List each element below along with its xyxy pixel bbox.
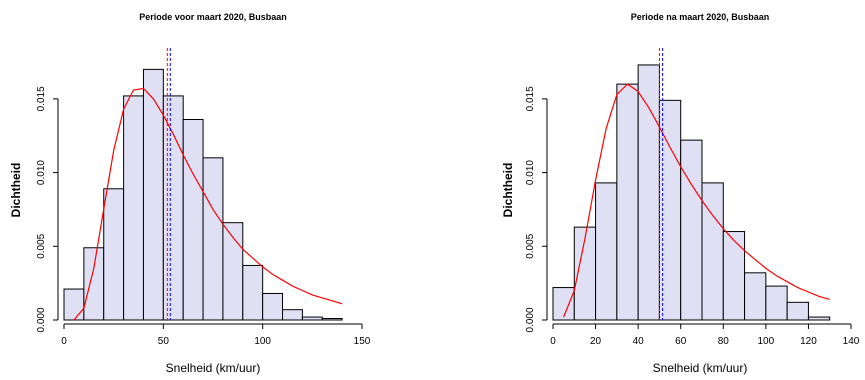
x-tick-label: 0 [550, 336, 556, 347]
histogram-bar [595, 182, 618, 321]
histogram-bar [722, 231, 746, 321]
y-tick-label: 0.005 [525, 233, 536, 258]
density-curve [73, 87, 343, 321]
histogram-bar [83, 247, 105, 321]
density-curve [563, 83, 830, 318]
histogram-bar [765, 285, 788, 321]
histogram-bar [616, 83, 639, 321]
histogram-bars [63, 68, 343, 321]
x-tick-label: 50 [158, 336, 170, 347]
x-tick-label: 140 [843, 336, 860, 347]
chart-title: Periode voor maart 2020, Busbaan [139, 12, 287, 22]
histogram-bar [786, 301, 809, 321]
histogram-bar [637, 64, 660, 321]
histogram-bar [282, 309, 303, 321]
histogram-bar [301, 316, 323, 321]
x-axis-label: Snelheid (km/uur) [166, 361, 261, 375]
histogram-bar [182, 118, 204, 321]
y-tick-label: 0.010 [36, 160, 47, 185]
y-tick-label: 0.000 [525, 307, 536, 332]
chart-title: Periode na maart 2020, Busbaan [631, 12, 770, 22]
histogram-bar [103, 188, 125, 321]
histogram-bar [242, 264, 264, 321]
histogram-bar [701, 182, 724, 321]
histogram-bar [142, 68, 164, 321]
histogram-bar [744, 272, 767, 321]
y-tick-label: 0.015 [525, 86, 536, 111]
histogram-bar [807, 316, 831, 321]
histogram-bar [321, 318, 343, 321]
x-tick-label: 100 [254, 336, 271, 347]
histogram-bar [202, 157, 224, 321]
histogram-bar [680, 139, 703, 321]
x-tick-label: 20 [590, 336, 602, 347]
x-tick-label: 60 [675, 336, 687, 347]
x-tick-label: 100 [758, 336, 775, 347]
histogram-bar [123, 95, 144, 321]
x-axis-label: Snelheid (km/uur) [653, 361, 748, 375]
histogram-bar [162, 95, 184, 321]
x-tick-label: 80 [718, 336, 730, 347]
histogram-bar [552, 287, 575, 321]
histogram-bar [262, 292, 284, 321]
y-axis-label: Dichtheid [9, 163, 23, 218]
x-tick-label: 150 [354, 336, 371, 347]
histogram-bar [63, 288, 85, 321]
y-tick-label: 0.005 [36, 233, 47, 258]
y-tick-label: 0.010 [525, 160, 536, 185]
y-tick-label: 0.000 [36, 307, 47, 332]
x-tick-label: 40 [633, 336, 645, 347]
histogram-chart-voor: Periode voor maart 2020, Busbaan Snelhei… [9, 12, 371, 375]
x-tick-label: 0 [61, 336, 67, 347]
histogram-chart-na: Periode na maart 2020, Busbaan Snelheid … [501, 12, 860, 375]
x-tick-label: 120 [800, 336, 817, 347]
y-tick-label: 0.015 [36, 86, 47, 111]
y-axis-label: Dichtheid [501, 163, 515, 218]
histogram-bars [552, 64, 831, 321]
